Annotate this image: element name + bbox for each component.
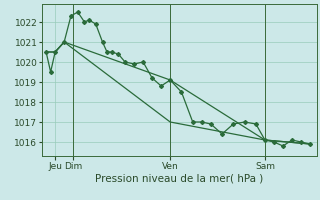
- X-axis label: Pression niveau de la mer( hPa ): Pression niveau de la mer( hPa ): [95, 173, 263, 183]
